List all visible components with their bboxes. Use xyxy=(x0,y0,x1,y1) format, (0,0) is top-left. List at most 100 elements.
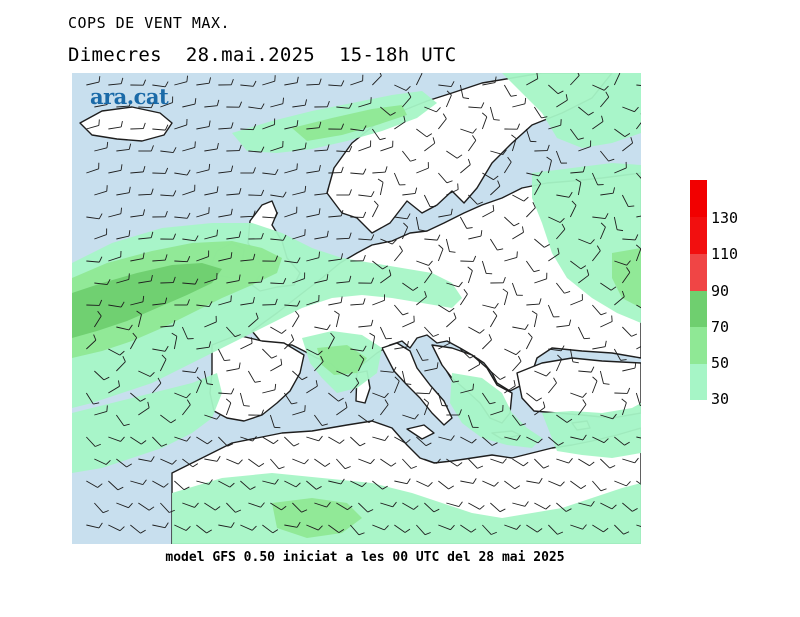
wind-barb-feather xyxy=(623,531,630,535)
wind-barb xyxy=(438,172,448,184)
wind-barb-feather xyxy=(632,508,638,512)
wind-barb-feather xyxy=(566,418,573,423)
wind-barb xyxy=(460,436,473,444)
wind-barb xyxy=(328,480,342,485)
wind-barb-feather xyxy=(432,137,436,144)
wind-barb xyxy=(270,238,284,241)
wind-barb-feather xyxy=(410,159,417,162)
wind-barb xyxy=(556,502,567,512)
wind-barb-feather xyxy=(326,230,329,237)
wind-barb xyxy=(174,124,187,130)
wind-barb xyxy=(569,128,579,140)
wind-barb xyxy=(182,146,195,152)
wind-barb xyxy=(116,105,130,108)
wind-barb xyxy=(130,480,143,486)
wind-barb-feather xyxy=(493,175,499,181)
wind-barb-feather xyxy=(164,297,168,304)
wind-barb-feather xyxy=(517,355,522,362)
wind-barb xyxy=(292,104,306,108)
wind-barb-feather xyxy=(624,132,631,138)
wind-barb xyxy=(108,256,121,262)
wind-barb-feather xyxy=(423,398,429,404)
wind-barb xyxy=(116,235,130,240)
wind-barb-feather xyxy=(424,532,431,536)
wind-barb xyxy=(534,370,547,377)
wind-barb-feather xyxy=(340,253,344,260)
wind-barb xyxy=(240,524,253,531)
wind-barb-feather xyxy=(478,358,481,365)
wind-barb-feather xyxy=(304,99,308,106)
wind-barb-feather xyxy=(238,362,241,369)
wind-barb xyxy=(622,106,635,113)
wind-barb-feather xyxy=(453,312,457,319)
wind-barb xyxy=(372,171,386,174)
wind-barb-feather xyxy=(592,376,598,382)
wind-barb-feather xyxy=(324,462,331,467)
wind-barb xyxy=(328,392,339,402)
wind-barb xyxy=(86,168,99,174)
wind-barb xyxy=(86,436,96,447)
wind-barb xyxy=(592,216,606,220)
wind-barb-feather xyxy=(161,354,167,360)
wind-barb-feather xyxy=(612,413,617,420)
wind-barb xyxy=(160,150,174,154)
wind-barb-feather xyxy=(301,376,308,381)
wind-barb xyxy=(512,502,526,507)
wind-barb xyxy=(182,458,194,468)
wind-barb xyxy=(569,205,577,218)
wind-barb xyxy=(314,279,328,284)
wind-barb-feather xyxy=(560,481,565,487)
wind-barb-feather xyxy=(480,230,483,237)
wind-barb xyxy=(292,278,305,284)
wind-barb-feather xyxy=(230,122,234,129)
wind-barb-feather xyxy=(404,528,411,533)
wind-barb-feather xyxy=(348,275,352,282)
wind-barb-feather xyxy=(260,146,265,153)
wind-barb xyxy=(306,385,318,394)
wind-barb-feather xyxy=(281,505,287,511)
colorbar-segment-110 xyxy=(690,254,707,291)
wind-barb xyxy=(402,458,412,469)
wind-barb xyxy=(402,321,415,328)
wind-barb-feather xyxy=(106,98,109,105)
wind-barb-feather xyxy=(626,387,631,394)
wind-barb xyxy=(438,480,449,490)
wind-barb xyxy=(504,216,515,227)
wind-barb xyxy=(445,94,452,108)
wind-barb xyxy=(226,502,236,513)
wind-barb-feather xyxy=(206,529,212,534)
wind-barb-feather xyxy=(582,399,587,405)
wind-barb-feather xyxy=(590,239,595,245)
wind-barb-feather xyxy=(582,392,587,398)
wind-barb xyxy=(622,458,635,464)
wind-barb-feather xyxy=(362,254,366,261)
wind-barb-feather xyxy=(438,244,444,250)
wind-barb xyxy=(152,382,162,394)
wind-barb xyxy=(511,138,517,152)
wind-barb-feather xyxy=(494,76,497,83)
wind-barb-feather xyxy=(405,85,411,91)
wind-barb-feather xyxy=(392,501,397,508)
wind-barb xyxy=(160,325,174,328)
wind-barb-feather xyxy=(296,120,299,127)
wind-barb xyxy=(247,370,256,383)
wind-barb-feather xyxy=(251,525,257,531)
wind-barb xyxy=(467,414,474,428)
wind-barb-feather xyxy=(450,435,455,441)
wind-barb xyxy=(108,304,122,308)
wind-barb xyxy=(195,380,202,394)
wind-barb xyxy=(218,524,232,528)
wind-barb-feather xyxy=(164,345,169,352)
wind-barb xyxy=(371,336,376,350)
wind-barb-feather xyxy=(472,383,474,390)
wind-barb xyxy=(218,436,228,447)
wind-barb-feather xyxy=(252,297,255,304)
wind-barb-feather xyxy=(230,165,234,172)
wind-barb xyxy=(416,524,426,535)
wind-barb xyxy=(372,480,383,490)
wind-barb xyxy=(372,524,385,531)
wind-barb-feather xyxy=(274,383,277,390)
wind-barb xyxy=(548,253,560,262)
wind-barb-feather xyxy=(361,482,367,488)
wind-barb xyxy=(284,304,298,307)
